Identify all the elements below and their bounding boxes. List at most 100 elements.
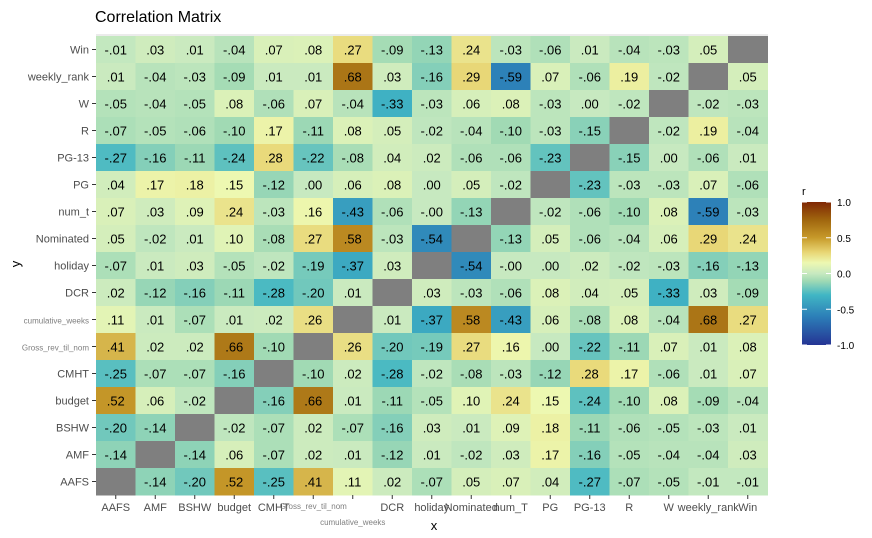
heatmap-cell bbox=[175, 63, 215, 91]
cell-value-label: .15 bbox=[541, 394, 559, 409]
cell-value-label: -.05 bbox=[658, 421, 680, 436]
heatmap-cell bbox=[333, 306, 373, 334]
heatmap-cell bbox=[412, 387, 452, 415]
heatmap-cell bbox=[293, 117, 334, 145]
cell-value-label: .00 bbox=[541, 340, 559, 355]
heatmap-cells bbox=[96, 36, 768, 496]
cell-value-label: -.43 bbox=[500, 313, 522, 328]
heatmap-cell bbox=[451, 144, 492, 172]
heatmap-cell bbox=[570, 468, 610, 496]
cell-value-label: -.20 bbox=[381, 340, 403, 355]
x-tick-label-cumulative-weeks: cumulative_weeks bbox=[320, 518, 385, 527]
cell-value-label: .26 bbox=[304, 313, 322, 328]
heatmap-cell bbox=[412, 225, 452, 253]
heatmap-cell bbox=[372, 63, 413, 91]
heatmap-cell bbox=[728, 387, 768, 415]
heatmap-cell bbox=[728, 306, 768, 334]
heatmap-cell bbox=[530, 63, 571, 91]
cell-value-label: -.02 bbox=[460, 448, 482, 463]
cell-value-label: -.02 bbox=[144, 232, 166, 247]
cell-value-label: .01 bbox=[304, 70, 322, 85]
heatmap-cell bbox=[254, 360, 294, 388]
heatmap-cell bbox=[412, 468, 452, 496]
cell-value-label: .00 bbox=[581, 97, 599, 112]
heatmap-cell bbox=[609, 279, 650, 307]
cell-value-label: -.02 bbox=[697, 97, 719, 112]
heatmap-cell bbox=[96, 387, 136, 415]
cell-value-label: .03 bbox=[186, 259, 204, 274]
cell-value-label: .05 bbox=[462, 475, 480, 490]
heatmap-cell bbox=[333, 333, 373, 361]
cell-value-label: -.07 bbox=[342, 421, 364, 436]
heatmap-cell bbox=[214, 63, 255, 91]
cell-value-label: -.03 bbox=[539, 97, 561, 112]
cell-value-label: -.07 bbox=[263, 448, 285, 463]
cell-value-label: -.03 bbox=[658, 43, 680, 58]
cell-value-label: -.06 bbox=[658, 367, 680, 382]
cell-value-label: -.03 bbox=[618, 178, 640, 193]
cell-value-label: .29 bbox=[462, 70, 480, 85]
cell-value-label: -.10 bbox=[263, 340, 285, 355]
cell-value-label: -.16 bbox=[381, 421, 403, 436]
cell-value-label: -.09 bbox=[381, 43, 403, 58]
heatmap-cell bbox=[214, 171, 255, 199]
cell-value-label: -.02 bbox=[658, 124, 680, 139]
cell-value-label: -.06 bbox=[539, 43, 561, 58]
heatmap-cell bbox=[451, 36, 492, 64]
cell-value-label: .08 bbox=[502, 97, 520, 112]
cell-value-label: .29 bbox=[699, 232, 717, 247]
cell-value-label: .11 bbox=[107, 313, 124, 328]
cell-value-label: -.06 bbox=[618, 421, 640, 436]
heatmap-cell bbox=[254, 63, 294, 91]
heatmap-cell bbox=[135, 117, 176, 145]
cell-value-label: .02 bbox=[383, 475, 401, 490]
heatmap-cell bbox=[135, 279, 176, 307]
y-tick-label-pg: PG bbox=[73, 180, 89, 192]
cell-value-label: -.06 bbox=[184, 124, 206, 139]
cell-value-label: .01 bbox=[186, 232, 204, 247]
cell-value-label: .03 bbox=[739, 448, 757, 463]
cell-value-label: -.15 bbox=[579, 124, 601, 139]
heatmap-cell bbox=[530, 36, 571, 64]
heatmap-cell bbox=[451, 252, 492, 280]
heatmap-cell bbox=[293, 414, 334, 442]
heatmap-cell bbox=[175, 90, 215, 118]
heatmap-cell bbox=[372, 441, 413, 469]
heatmap-cell bbox=[135, 333, 176, 361]
cell-value-label: -.05 bbox=[144, 124, 166, 139]
heatmap-cell bbox=[214, 468, 255, 496]
cell-value-label: -.04 bbox=[144, 97, 166, 112]
heatmap-cell bbox=[175, 225, 215, 253]
cell-value-label: -.04 bbox=[737, 394, 759, 409]
heatmap-cell bbox=[214, 252, 255, 280]
heatmap-cell bbox=[530, 171, 571, 199]
cell-value-label: .07 bbox=[699, 178, 717, 193]
heatmap-cell bbox=[135, 414, 176, 442]
heatmap-cell bbox=[254, 387, 294, 415]
heatmap-cell bbox=[688, 144, 729, 172]
heatmap-cell bbox=[214, 333, 255, 361]
heatmap-cell bbox=[451, 468, 492, 496]
cell-value-label: .24 bbox=[502, 394, 520, 409]
cell-value-label: .06 bbox=[660, 232, 678, 247]
heatmap-cell bbox=[412, 36, 452, 64]
heatmap-cell bbox=[491, 225, 531, 253]
heatmap-cell bbox=[333, 36, 373, 64]
heatmap-cell bbox=[293, 171, 334, 199]
y-axis-title: y bbox=[8, 260, 23, 267]
cell-value-label: -.02 bbox=[618, 259, 640, 274]
cell-value-label: .06 bbox=[344, 178, 362, 193]
cell-value-label: .02 bbox=[304, 448, 322, 463]
heatmap-cell bbox=[214, 387, 255, 415]
heatmap-cell bbox=[451, 63, 492, 91]
heatmap-cell bbox=[372, 468, 413, 496]
heatmap-cell bbox=[333, 414, 373, 442]
heatmap-cell bbox=[688, 225, 729, 253]
cell-value-label: -.37 bbox=[421, 313, 443, 328]
cell-value-label: .03 bbox=[383, 259, 401, 274]
heatmap-cell bbox=[728, 252, 768, 280]
heatmap-cell bbox=[649, 63, 689, 91]
heatmap-cell bbox=[491, 252, 531, 280]
cell-value-label: -.24 bbox=[223, 151, 245, 166]
cell-value-label: -.13 bbox=[500, 232, 522, 247]
